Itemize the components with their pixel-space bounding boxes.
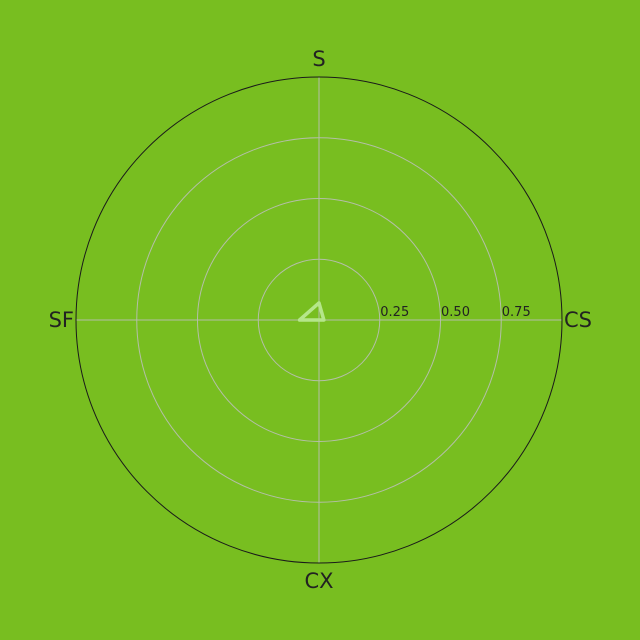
- radial-tick-label-1: 0.25: [380, 305, 409, 320]
- outer-ring: [75, 76, 563, 564]
- axis-label-cx: CX: [304, 569, 333, 593]
- radial-tick-label-2: 0.50: [441, 305, 470, 320]
- axis-label-sf: SF: [49, 308, 74, 332]
- radial-tick-label-3: 0.75: [502, 305, 531, 320]
- series-1-point-cs: [322, 318, 326, 322]
- series-1-point-sf: [297, 318, 302, 322]
- axis-label-cs: CS: [564, 308, 592, 332]
- series-1-point-cx: [317, 318, 321, 322]
- series-1-point-s: [317, 301, 321, 305]
- axis-label-s: S: [312, 47, 325, 71]
